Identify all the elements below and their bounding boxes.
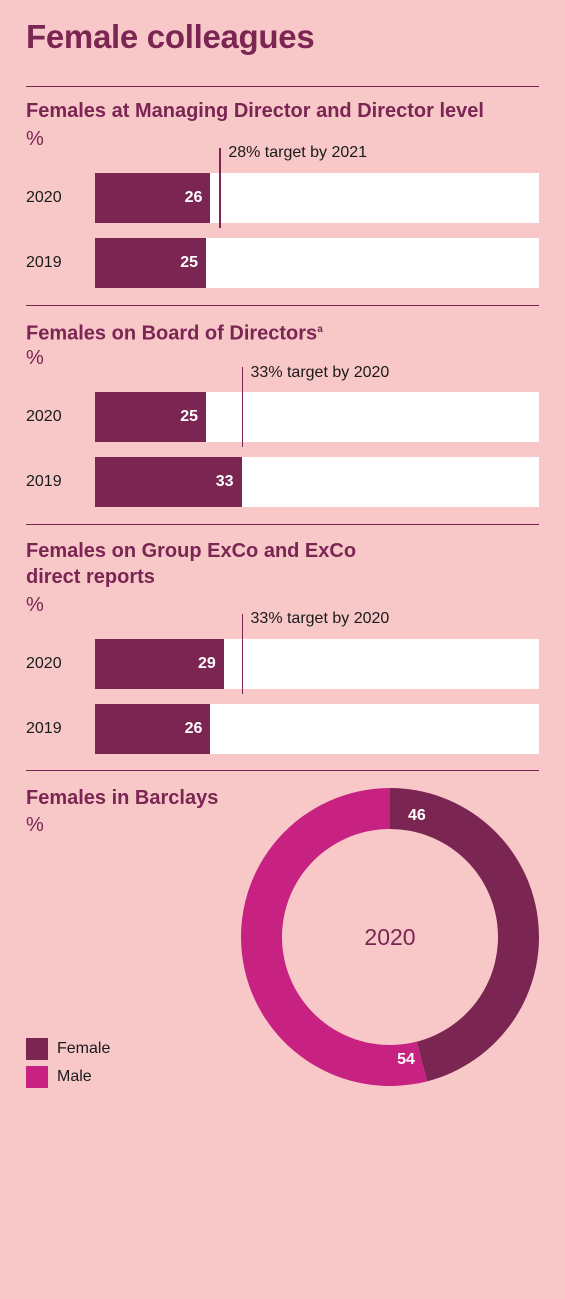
chart-title-text: Females on Board of Directors [26, 322, 318, 345]
bar [95, 704, 211, 754]
year-label: 2019 [26, 473, 62, 490]
chart-title-line: direct reports [26, 566, 155, 588]
bar [95, 173, 211, 223]
bar-row: 2019 26 [0, 704, 565, 754]
divider [26, 524, 539, 525]
donut-center-label: 2020 [364, 924, 415, 950]
donut-slice-female [390, 788, 539, 1082]
year-label: 2020 [26, 408, 62, 425]
year-label: 2020 [26, 189, 62, 206]
page-title: Female colleagues [26, 18, 315, 55]
bar-track: 26 [95, 173, 539, 223]
unit-label: % [26, 814, 44, 836]
year-label: 2020 [26, 655, 62, 672]
divider [26, 86, 539, 87]
footnote-marker: a [317, 324, 323, 335]
bar-value: 33 [215, 473, 234, 490]
bar-row: 2019 25 [0, 238, 565, 288]
bar [95, 457, 242, 507]
bar [95, 392, 206, 442]
bar-value: 26 [184, 189, 203, 206]
divider [26, 305, 539, 306]
target-line [241, 367, 244, 447]
divider [26, 770, 539, 771]
bar-track: 33 [95, 457, 539, 507]
year-label: 2019 [26, 254, 62, 271]
bar [95, 238, 206, 288]
legend-label: Male [57, 1068, 92, 1085]
bar-value: 29 [197, 655, 216, 672]
bar-track: 25 [95, 392, 539, 442]
target-label: 33% target by 2020 [250, 364, 390, 381]
donut-value-male: 54 [397, 1051, 415, 1068]
bar-value: 26 [184, 720, 203, 737]
chart-title-line: Females on Group ExCo and ExCo [26, 540, 357, 562]
unit-label: % [26, 594, 44, 616]
year-label: 2019 [26, 720, 62, 737]
donut-value-female: 46 [408, 807, 426, 824]
legend-swatch [26, 1066, 48, 1088]
target-label: 33% target by 2020 [250, 610, 390, 627]
legend-swatch [26, 1038, 48, 1060]
donut-chart: 46 54 2020 [240, 787, 540, 1087]
target-line [219, 148, 221, 228]
bar-row: 2020 29 [0, 639, 565, 689]
bar-row: 2020 25 [0, 392, 565, 442]
bar-value: 25 [180, 408, 198, 425]
bar-track: 26 [95, 704, 539, 754]
chart-title: Females in Barclays [26, 787, 219, 809]
donut-slice-male [240, 788, 428, 1086]
bar [95, 639, 224, 689]
chart-title: Females at Managing Director and Directo… [26, 100, 484, 122]
legend-label: Female [57, 1040, 111, 1057]
donut-svg: 46 54 2020 [240, 788, 539, 1086]
target-label: 28% target by 2021 [228, 144, 368, 161]
bar-track: 29 [95, 639, 539, 689]
bar-row: 2020 26 [0, 173, 565, 223]
unit-label: % [26, 347, 44, 369]
bar-track: 25 [95, 238, 539, 288]
target-line [241, 614, 244, 694]
chart-title: Females on Board of Directorsa [26, 317, 323, 347]
unit-label: % [26, 128, 44, 150]
bar-row: 2019 33 [0, 457, 565, 507]
chart-title: Females on Group ExCo and ExCo direct rep… [26, 538, 356, 590]
bar-value: 25 [180, 254, 198, 271]
